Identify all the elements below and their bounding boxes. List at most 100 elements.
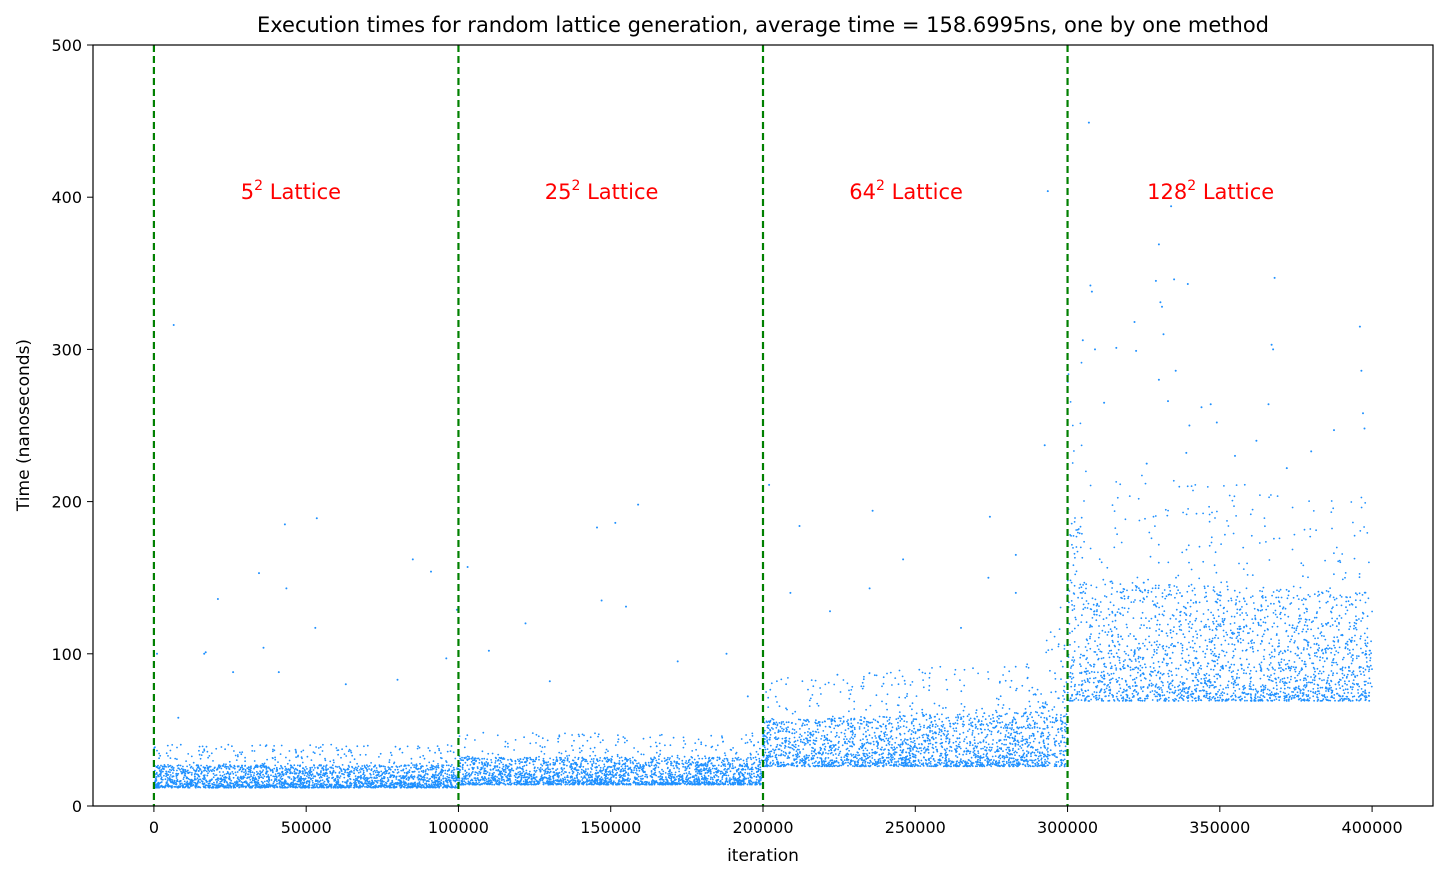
- data-point: [1027, 666, 1030, 669]
- data-point: [1060, 678, 1062, 680]
- data-point: [658, 771, 661, 773]
- data-point: [473, 762, 476, 764]
- data-point: [224, 765, 227, 768]
- data-point: [460, 783, 463, 786]
- data-point: [326, 772, 328, 775]
- data-point: [292, 783, 295, 786]
- data-point: [627, 773, 629, 776]
- data-point: [564, 781, 567, 784]
- data-point: [483, 770, 486, 773]
- data-point: [569, 766, 572, 769]
- data-point: [253, 774, 255, 777]
- data-point: [780, 749, 783, 752]
- data-point: [929, 760, 932, 763]
- data-point: [573, 739, 575, 742]
- data-point: [642, 737, 645, 740]
- data-point: [1058, 745, 1061, 747]
- data-point: [734, 766, 737, 769]
- data-point: [469, 782, 472, 785]
- data-point: [184, 772, 187, 775]
- data-point: [614, 744, 617, 747]
- data-point: [235, 774, 237, 777]
- data-point: [393, 786, 395, 789]
- data-point: [316, 779, 319, 782]
- data-point: [651, 758, 654, 761]
- data-point: [198, 745, 201, 748]
- data-point: [297, 754, 299, 757]
- data-point: [310, 770, 312, 773]
- data-point: [225, 781, 228, 783]
- data-point: [861, 742, 863, 745]
- data-point: [288, 750, 291, 752]
- data-point: [564, 750, 567, 753]
- data-point: [195, 778, 197, 781]
- data-point: [529, 781, 531, 784]
- data-point: [239, 779, 241, 782]
- data-point: [616, 767, 618, 770]
- data-point: [194, 775, 196, 778]
- data-point: [720, 761, 723, 764]
- data-point: [1028, 735, 1031, 737]
- data-point: [700, 764, 703, 767]
- data-point: [293, 769, 296, 771]
- data-point: [350, 786, 352, 788]
- data-point: [420, 770, 423, 773]
- data-point: [212, 772, 215, 775]
- data-point: [167, 764, 169, 766]
- data-point: [674, 782, 677, 785]
- data-point: [461, 759, 463, 761]
- data-point: [645, 773, 648, 776]
- data-point: [273, 749, 276, 752]
- data-point: [476, 757, 478, 760]
- data-point: [363, 745, 365, 748]
- data-point: [424, 770, 427, 773]
- data-point: [479, 772, 482, 775]
- data-point: [195, 768, 198, 770]
- data-point: [175, 777, 178, 779]
- data-point: [380, 786, 382, 788]
- data-point: [433, 785, 436, 787]
- data-point: [214, 784, 216, 786]
- data-point: [823, 739, 825, 742]
- data-point: [257, 785, 260, 787]
- outlier-point: [524, 622, 527, 625]
- data-point: [698, 757, 701, 760]
- data-point: [254, 764, 257, 767]
- data-point: [230, 786, 233, 789]
- data-point: [634, 781, 637, 784]
- data-point: [728, 764, 731, 767]
- data-point: [557, 737, 559, 740]
- data-point: [340, 785, 343, 788]
- data-point: [657, 776, 660, 778]
- data-point: [635, 783, 637, 786]
- data-point: [697, 777, 700, 780]
- data-point: [253, 750, 256, 752]
- data-point: [203, 748, 206, 751]
- data-point: [590, 768, 593, 771]
- data-point: [331, 774, 333, 776]
- data-point: [464, 769, 467, 772]
- data-point: [671, 773, 674, 776]
- data-point: [432, 760, 435, 762]
- data-point: [558, 751, 561, 754]
- data-point: [322, 768, 325, 771]
- data-point: [546, 767, 548, 770]
- data-point: [523, 736, 525, 739]
- data-point: [603, 765, 606, 768]
- data-point: [603, 756, 606, 759]
- data-point: [618, 757, 621, 759]
- data-point: [699, 783, 702, 785]
- data-point: [325, 767, 327, 769]
- data-point: [362, 771, 365, 774]
- data-point: [588, 779, 591, 781]
- data-point: [310, 774, 313, 777]
- data-point: [318, 777, 321, 779]
- data-point: [516, 773, 518, 775]
- data-point: [626, 739, 628, 742]
- data-point: [549, 768, 551, 771]
- data-point: [361, 782, 364, 785]
- data-point: [584, 772, 586, 774]
- data-point: [711, 745, 714, 748]
- data-point: [452, 751, 455, 754]
- data-point: [389, 751, 392, 754]
